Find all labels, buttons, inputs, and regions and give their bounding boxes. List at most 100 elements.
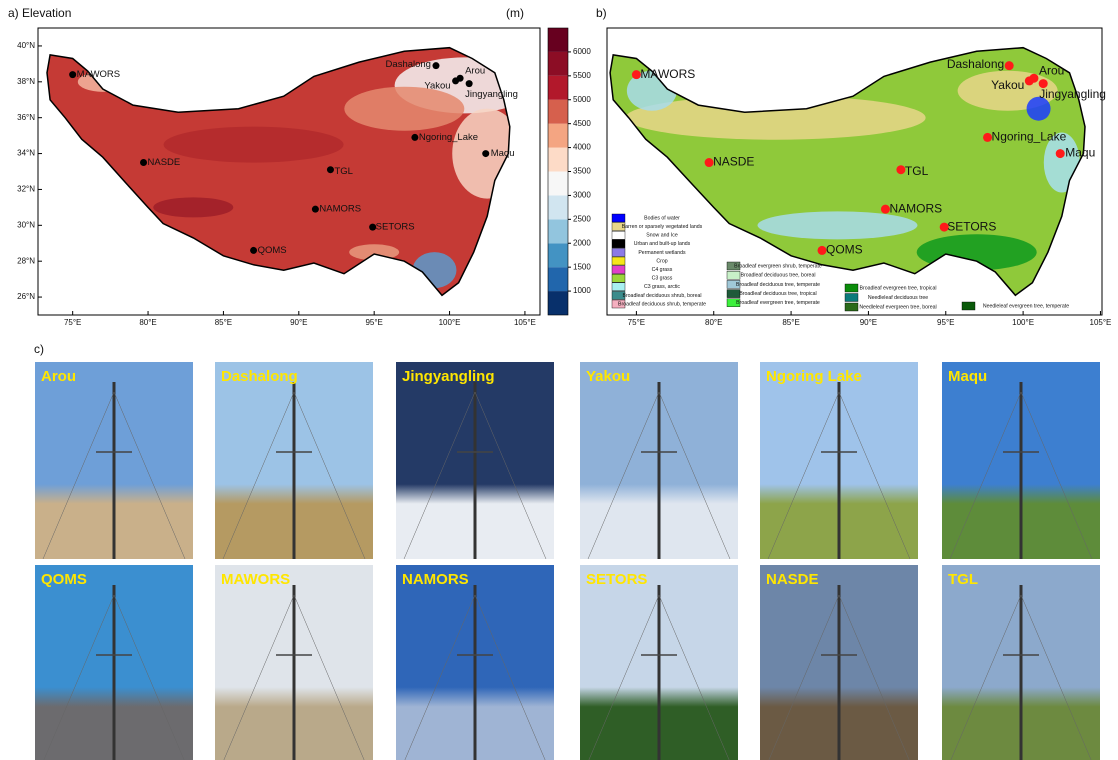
colorbar-tick-label: 1500 <box>573 262 591 271</box>
station-marker <box>465 80 473 88</box>
station-marker <box>326 166 334 174</box>
legend-label: C3 grass <box>652 276 673 282</box>
station-label: NASDE <box>148 157 181 168</box>
y-tick-label: 38°N <box>17 77 35 86</box>
legend-label: Needleleaf evergreen tree, temperate <box>983 303 1069 309</box>
legend-swatch <box>844 283 859 293</box>
photo-label: MAWORS <box>221 571 290 588</box>
legend-label: Crop <box>656 258 667 264</box>
station-marker <box>369 223 377 231</box>
station-label: Arou <box>465 66 485 77</box>
colorbar-tick-label: 4500 <box>573 119 591 128</box>
guy-wire <box>950 594 1022 760</box>
station-label: SETORS <box>376 222 415 233</box>
legend-swatch <box>726 289 741 298</box>
station-marker <box>250 246 258 254</box>
photo-label: NAMORS <box>402 571 469 588</box>
plateau-border <box>46 46 511 297</box>
x-tick-label: 105°E <box>514 318 536 327</box>
legend-label: C4 grass <box>652 267 673 273</box>
x-tick-label: 90°E <box>290 318 307 327</box>
legend-swatch <box>611 230 626 240</box>
legend-label: Urban and built-up lands <box>634 241 691 247</box>
station-label: NAMORS <box>889 201 942 215</box>
station-label: Dashalong <box>386 59 431 70</box>
guy-wire <box>1020 391 1093 560</box>
colorbar-bin <box>548 28 568 52</box>
legend-swatch <box>844 293 859 302</box>
elevation-patch <box>344 86 465 131</box>
legend-swatch <box>726 271 741 280</box>
guy-wire <box>658 594 730 760</box>
photo-label: Ngoring Lake <box>766 368 862 385</box>
legend-swatch <box>611 239 626 249</box>
x-tick-label: 75°E <box>64 318 81 327</box>
x-tick-label: 95°E <box>365 318 382 327</box>
guy-wire <box>768 594 840 760</box>
colorbar-bin <box>548 147 568 172</box>
station-marker <box>69 71 77 79</box>
photo-label: Dashalong <box>221 368 298 385</box>
station-marker <box>432 62 440 70</box>
colorbar-bin <box>548 195 568 220</box>
station-marker <box>817 245 827 255</box>
x-tick-label: 80°E <box>705 318 722 327</box>
colorbar-tick-label: 3000 <box>573 191 591 200</box>
guy-wire <box>474 594 546 760</box>
station-marker <box>482 150 490 158</box>
legend-swatch <box>611 274 626 283</box>
photo-label: Yakou <box>586 368 630 385</box>
station-marker <box>1024 76 1034 86</box>
station-label: SETORS <box>947 219 996 233</box>
y-tick-label: 28°N <box>17 256 35 265</box>
colorbar-bin <box>548 171 568 196</box>
station-label: TGL <box>905 164 929 178</box>
legend-swatch <box>611 222 626 231</box>
legend-swatch <box>611 248 626 257</box>
panel-title: c) <box>34 342 44 356</box>
y-tick-label: 40°N <box>17 41 35 50</box>
legend-swatch <box>726 261 741 271</box>
legend-label: Bodies of water <box>644 215 680 221</box>
photo-label: Jingyangling <box>402 368 495 385</box>
station-label: MAWORS <box>640 67 695 81</box>
colorbar-tick-label: 1000 <box>573 286 591 295</box>
legend-label: Broadleaf deciduous shrub, temperate <box>618 301 706 307</box>
legend-label: Needleleaf deciduous tree <box>868 295 928 301</box>
station-label: Jingyangling <box>1039 87 1106 101</box>
station-marker <box>1004 61 1014 71</box>
colorbar-bin <box>548 243 568 268</box>
x-tick-label: 90°E <box>860 318 877 327</box>
guy-wire <box>42 391 115 560</box>
station-label: Ngoring_Lake <box>992 130 1067 144</box>
x-tick-label: 80°E <box>139 318 156 327</box>
station-label: Ngoring_Lake <box>419 132 478 143</box>
legend-label: Broadleaf evergreen tree, temperate <box>736 300 820 306</box>
legend-label: Snow and Ice <box>646 233 678 239</box>
legend-label: Broadleaf deciduous shrub, boreal <box>622 293 701 299</box>
station-marker <box>411 133 419 141</box>
colorbar-bin <box>548 291 568 315</box>
x-tick-label: 95°E <box>937 318 954 327</box>
colorbar-tick-label: 6000 <box>573 47 591 56</box>
station-marker <box>880 204 890 214</box>
legend-swatch <box>611 291 626 300</box>
legend-label: Broadleaf evergreen shrub, temperate <box>734 263 822 269</box>
station-label: Yakou <box>424 80 450 91</box>
station-marker <box>311 205 319 213</box>
land-cover-patch <box>1026 96 1051 121</box>
guy-wire <box>293 594 365 760</box>
legend-label: Broadleaf deciduous tree, tropical <box>739 291 816 297</box>
colorbar-tick-label: 5000 <box>573 95 591 104</box>
station-marker <box>983 132 993 142</box>
station-label: NASDE <box>713 155 754 169</box>
guy-wire <box>658 391 731 560</box>
legend-swatch <box>611 265 626 274</box>
station-marker <box>939 222 949 232</box>
guy-wire <box>404 594 476 760</box>
legend-label: Broadleaf deciduous tree, boreal <box>741 273 816 279</box>
station-label: Arou <box>1039 63 1064 77</box>
colorbar-tick-label: 2000 <box>573 238 591 247</box>
legend-label: Broadleaf deciduous tree, temperate <box>736 282 820 288</box>
